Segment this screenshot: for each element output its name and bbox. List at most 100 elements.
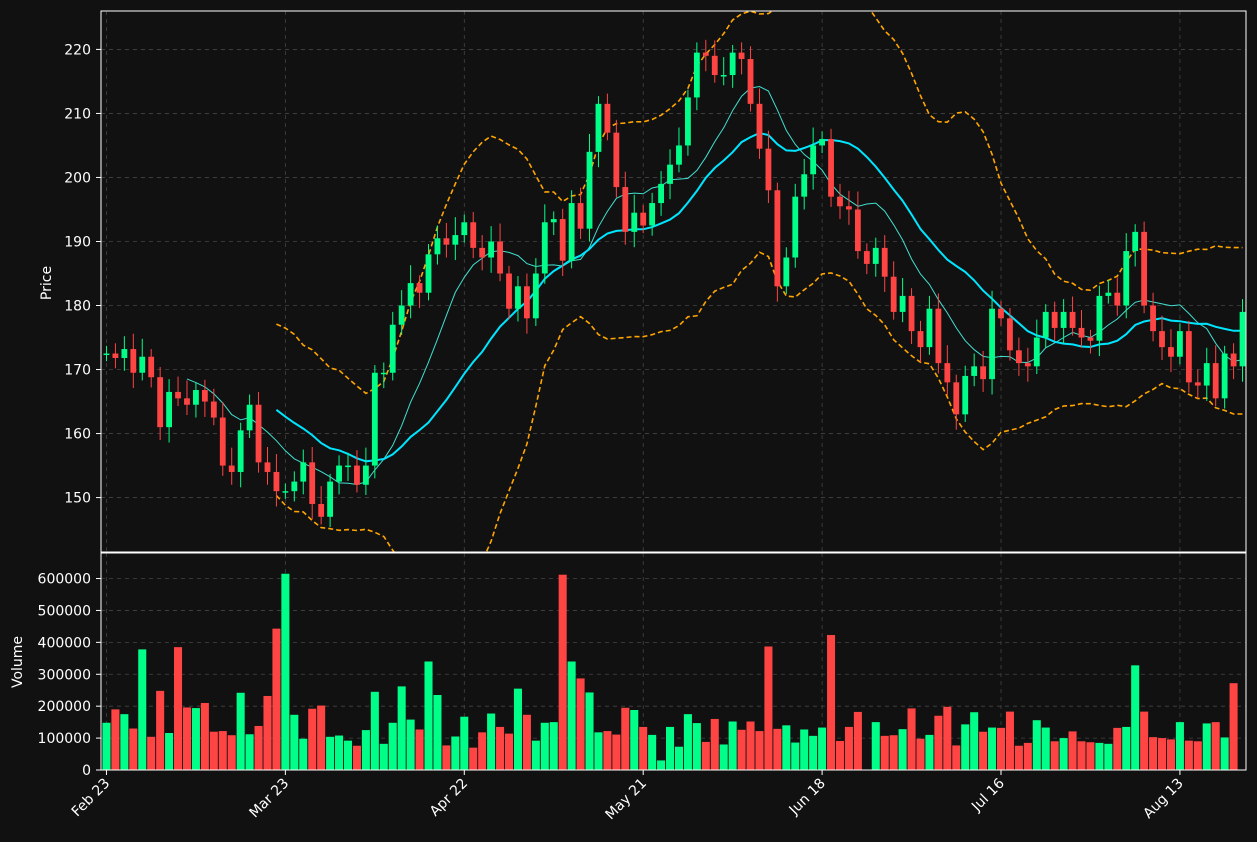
price-tick-label: 210: [64, 106, 91, 122]
volume-bar: [674, 746, 683, 770]
volume-bar: [254, 725, 263, 770]
volume-bar: [603, 731, 612, 770]
candle-body: [407, 283, 414, 306]
candle-body: [1051, 311, 1058, 328]
price-tick-label: 170: [64, 363, 91, 379]
volume-bar: [469, 747, 478, 770]
volume-tick-label: 200000: [38, 699, 91, 715]
ma-short-line: [186, 85, 1243, 486]
volume-bar: [612, 734, 621, 770]
volume-bar: [165, 732, 174, 770]
volume-bar: [1202, 723, 1211, 770]
candle-body: [345, 465, 351, 468]
candle-body: [497, 241, 503, 274]
volume-tick-label: 300000: [38, 667, 91, 683]
candle-body: [237, 430, 244, 472]
candle-body: [219, 417, 226, 466]
volume-bar: [827, 635, 836, 770]
candle-body: [201, 390, 208, 402]
candle-body: [676, 145, 682, 165]
candle-body: [452, 235, 459, 245]
candle-body: [604, 103, 611, 133]
volume-bar: [1050, 741, 1059, 770]
volume-bar: [844, 726, 853, 770]
volume-bar: [818, 727, 827, 770]
volume-bar: [907, 708, 916, 770]
candle-body: [1087, 337, 1094, 341]
volume-bar: [970, 712, 979, 770]
price-tick-label: 180: [64, 299, 91, 315]
candle-body: [631, 212, 638, 232]
volume-bars: [102, 573, 1238, 770]
volume-bar: [1166, 739, 1175, 770]
volume-bar: [522, 714, 531, 770]
candle-body: [1096, 295, 1103, 341]
volume-bar: [1220, 737, 1229, 770]
candle-body: [1150, 305, 1156, 332]
candle-body: [389, 324, 396, 373]
volume-bar: [496, 726, 505, 770]
volume-bar: [800, 729, 809, 770]
volume-bar: [871, 722, 880, 770]
volume-bar: [191, 708, 200, 770]
volume-bar: [898, 729, 907, 770]
candle-body: [828, 139, 834, 197]
volume-bar: [1023, 742, 1032, 770]
candle-body: [622, 187, 629, 232]
candle-body: [1069, 311, 1076, 328]
candle-body: [1141, 231, 1148, 306]
volume-bar: [1041, 727, 1050, 770]
volume-bar: [558, 574, 567, 770]
candle-body: [881, 247, 888, 277]
candle-body: [291, 481, 298, 492]
candle-body: [568, 203, 575, 261]
candle-body: [112, 353, 119, 359]
candle-body: [917, 331, 924, 348]
candle-body: [1007, 318, 1013, 351]
candle-body: [380, 372, 387, 375]
candle-body: [747, 59, 754, 104]
candle-body: [309, 462, 316, 504]
candle-body: [166, 391, 172, 428]
volume-bar: [764, 646, 773, 770]
volume-bar: [996, 727, 1006, 770]
lower-band-line: [275, 251, 1243, 552]
candle-body: [318, 503, 325, 517]
volume-bar: [728, 721, 737, 770]
volume-bar: [737, 729, 746, 770]
volume-bar: [326, 736, 335, 770]
volume-bar: [174, 647, 183, 770]
price-panel-frame: [100, 10, 1247, 553]
volume-bar: [263, 695, 272, 770]
volume-bar: [442, 745, 451, 770]
volume-bar: [504, 733, 514, 770]
volume-bar: [451, 736, 460, 770]
candle-body: [398, 305, 405, 325]
volume-bar: [630, 710, 639, 770]
volume-bar: [102, 722, 111, 770]
candle-body: [1212, 363, 1219, 399]
candle-body: [479, 247, 486, 258]
candle-body: [175, 391, 181, 399]
volume-bar: [1157, 738, 1167, 770]
volume-bar: [227, 735, 236, 770]
candle-body: [774, 190, 781, 287]
volume-bar: [916, 738, 925, 770]
volume-bar: [746, 721, 755, 770]
volume-bar: [299, 738, 308, 770]
candle-body: [890, 276, 897, 312]
volume-bar: [317, 705, 326, 770]
volume-bar: [156, 690, 165, 770]
candle-body: [863, 251, 870, 264]
candle-body: [371, 372, 378, 466]
candle-body: [1185, 331, 1192, 383]
candle-body: [121, 349, 128, 359]
candle-body: [1132, 231, 1139, 252]
volume-bar: [1113, 727, 1122, 770]
candle-body: [300, 462, 307, 482]
volume-bar: [272, 628, 281, 770]
volume-bar: [397, 686, 406, 770]
volume-bar: [1077, 741, 1086, 770]
candle-body: [685, 97, 691, 146]
